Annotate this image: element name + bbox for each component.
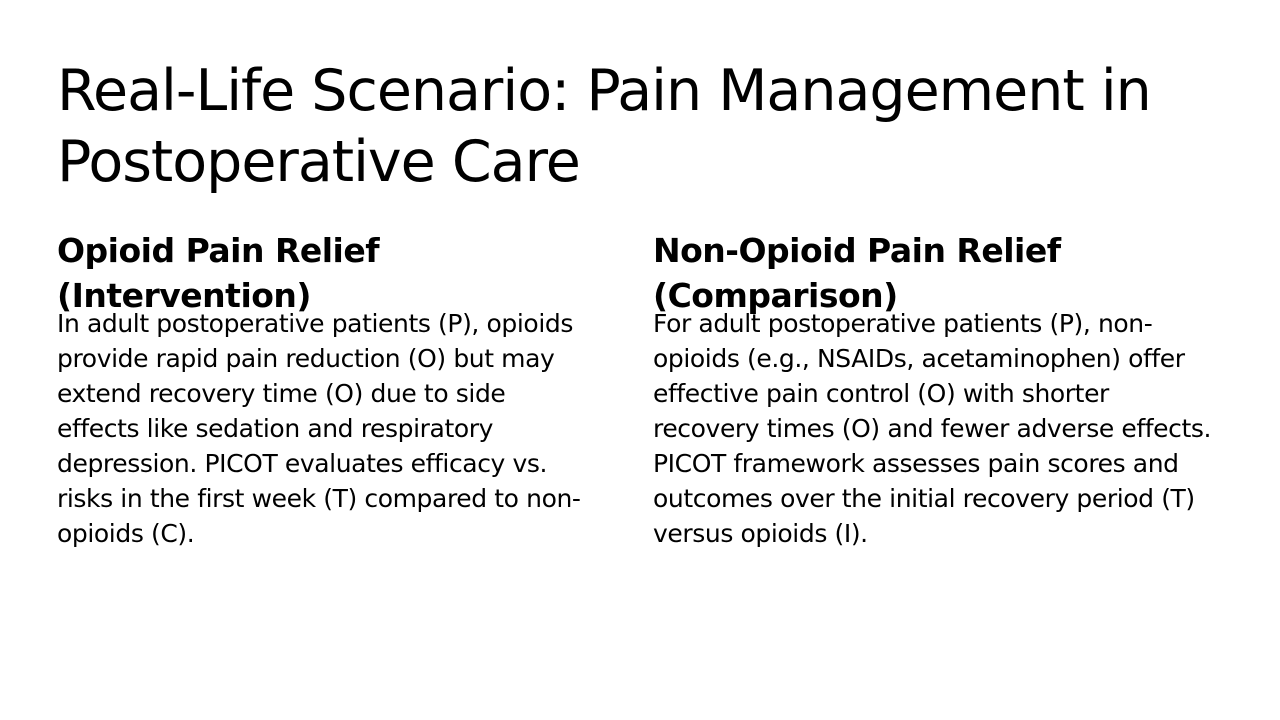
slide-title: Real-Life Scenario: Pain Management in P… — [57, 58, 1152, 195]
comparison-column: Non-Opioid Pain Relief (Comparison) For … — [653, 228, 1213, 548]
intervention-column: Opioid Pain Relief (Intervention) In adu… — [57, 228, 587, 548]
comparison-body: For adult postoperative patients (P), no… — [653, 309, 1212, 548]
intervention-body: In adult postoperative patients (P), opi… — [57, 309, 581, 548]
intervention-heading: Opioid Pain Relief (Intervention) — [57, 231, 380, 315]
comparison-heading: Non-Opioid Pain Relief (Comparison) — [653, 231, 1061, 315]
